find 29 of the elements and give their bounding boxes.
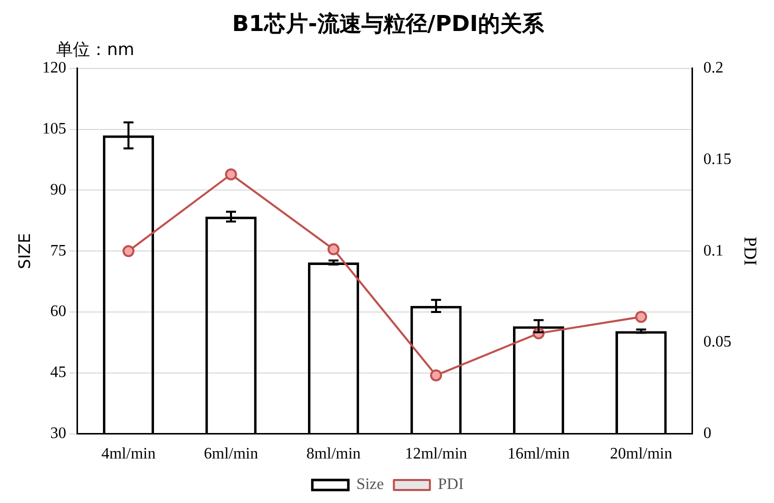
y-tick-label: 120	[42, 60, 66, 77]
y2-tick-label: 0.1	[703, 242, 724, 260]
y2-tick-label: 0.15	[703, 150, 732, 168]
legend-label: Size	[356, 476, 384, 494]
legend-label: PDI	[438, 476, 464, 494]
point	[122, 245, 134, 258]
point	[328, 243, 340, 256]
y-tick-label: 45	[50, 364, 66, 382]
point	[635, 310, 648, 323]
x-tick-label: 4ml/min	[101, 446, 156, 463]
y-tick-label: 75	[50, 242, 66, 260]
y-tick-label: 105	[42, 120, 66, 138]
y2-tick-label: 0.2	[703, 60, 724, 77]
y-tick-label: 90	[50, 181, 66, 198]
y-tick-label: 30	[50, 425, 66, 442]
x-tick-label: 6ml/min	[204, 446, 258, 463]
x-tick-label: 12ml/min	[404, 446, 468, 463]
x-tick-label: 16ml/min	[507, 446, 570, 463]
chart-title: B1芯片-流速与粒径/PDI的关系	[232, 10, 545, 37]
x-tick-label: 8ml/min	[306, 446, 361, 463]
y2-axis-title: PDI	[740, 236, 760, 266]
y-tick-label: 60	[50, 303, 66, 320]
x-tick-label: 20ml/min	[610, 446, 672, 463]
y2-tick-label: 0	[703, 425, 712, 442]
y-axis-title: SIZE	[14, 233, 34, 270]
point	[225, 168, 237, 180]
text: 单位：nm	[56, 39, 134, 61]
point	[430, 369, 442, 382]
y2-tick-label: 0.05	[703, 334, 732, 351]
